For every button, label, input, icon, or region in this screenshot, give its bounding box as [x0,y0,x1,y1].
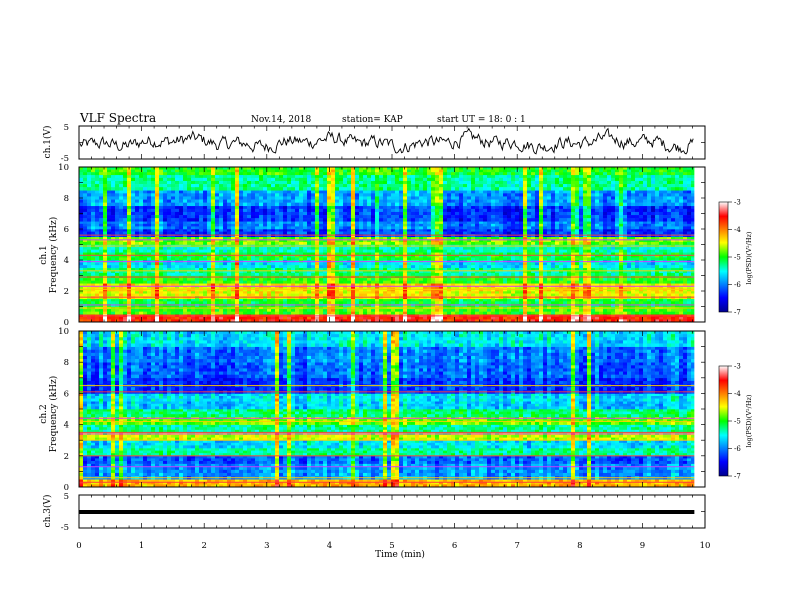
panel-ch1-waveform: 5 -5 ch.1(V) [42,123,706,164]
time-tick-label: 4 [327,541,332,551]
ch1-frequency-tick-labels: 0 2 4 6 8 10 [58,163,69,328]
time-tick-labels: 0 1 2 3 4 5 6 7 8 9 10 [76,541,710,551]
panel-ch1-spectrogram: 0 2 4 6 8 10 ch.1 Frequency (kHz) [39,163,706,328]
ch2-frequency-tick-labels: 0 2 4 6 8 10 [58,327,69,493]
panel-ch2-spectrogram: 0 2 4 6 8 10 ch.2 Frequency (kHz) [39,327,706,493]
frequency-tick-label: 0 [64,318,69,328]
colorbar-tick-label: -7 [734,309,741,317]
colorbar-tick-label: -6 [734,281,741,289]
header-date: Nov.14, 2018 [251,115,312,125]
ch1-ylabel: ch.1(V) [42,126,53,159]
ch1-colorbar: -3 -4 -5 -6 -7 log(PSD)(V²/Hz) [718,199,753,317]
ch1-waveform-trace [79,127,694,155]
frequency-tick-label: 0 [64,483,69,493]
time-tick-label: 1 [139,541,144,551]
ch3-ytick-top: 5 [64,492,69,502]
ch1-ytick-bottom: -5 [61,154,69,164]
ch3-ylabel: ch.3(V) [42,495,53,528]
ch2-spectrogram-ticks [78,330,706,488]
ch3-ytick-bottom: -5 [61,523,69,533]
frequency-tick-label: 4 [64,256,69,266]
frequency-tick-label: 6 [64,389,69,399]
ch2-colorbar: -3 -4 -5 -6 -7 log(PSD)(V²/Hz) [718,363,753,481]
frequency-tick-label: 10 [58,163,69,173]
frequency-tick-label: 2 [64,287,69,297]
ch2-channel-label: ch.2 [39,404,49,423]
frequency-tick-label: 4 [64,421,69,431]
time-tick-label: 10 [700,541,711,551]
colorbar-tick-label: -5 [734,254,741,262]
time-tick-label: 0 [76,541,81,551]
time-tick-label: 8 [577,541,582,551]
frequency-tick-label: 8 [64,194,69,204]
colorbar-tick-label: -7 [734,473,741,481]
ch2-spectrogram-image [79,331,705,488]
time-tick-label: 2 [201,541,206,551]
figure-title: VLF Spectra [79,111,156,125]
colorbar-tick-label: -6 [734,445,741,453]
frequency-tick-label: 8 [64,358,69,368]
ch1-colorbar-ticks: -3 -4 -5 -6 -7 [728,199,741,317]
time-tick-label: 9 [640,541,645,551]
ch1-frequency-label: Frequency (kHz) [48,217,59,294]
frequency-tick-label: 2 [64,452,69,462]
ch1-spectrogram-ticks [78,166,706,323]
time-tick-label: 6 [452,541,457,551]
ch3-ticks [78,494,706,529]
frequency-tick-label: 10 [58,327,69,337]
time-tick-label: 5 [389,541,394,551]
time-tick-label: 3 [264,541,269,551]
colorbar-tick-label: -4 [734,390,741,398]
colorbar-tick-label: -3 [734,199,741,207]
ch2-colorbar-label: log(PSD)(V²/Hz) [745,394,753,447]
colorbar-tick-label: -4 [734,226,741,234]
panel-ch3-waveform: 5 -5 ch.3(V) 0 1 2 3 4 5 6 7 8 9 10 Time (min) [42,492,710,560]
x-axis-label: Time (min) [375,549,425,560]
frequency-tick-label: 6 [64,225,69,235]
colorbar-tick-label: -5 [734,418,741,426]
ch1-ticks [78,125,706,160]
header-start-ut: start UT = 18: 0 : 1 [437,115,526,125]
ch2-frequency-label: Frequency (kHz) [48,376,59,453]
ch1-channel-label: ch.1 [39,245,49,264]
ch1-ytick-top: 5 [64,123,69,133]
ch2-colorbar-ticks: -3 -4 -5 -6 -7 [728,363,741,481]
ch1-spectrogram-image [79,167,705,323]
ch1-colorbar-label: log(PSD)(V²/Hz) [745,231,753,284]
time-tick-label: 7 [514,541,519,551]
header-station: station= KAP [342,115,403,125]
colorbar-tick-label: -3 [734,363,741,371]
